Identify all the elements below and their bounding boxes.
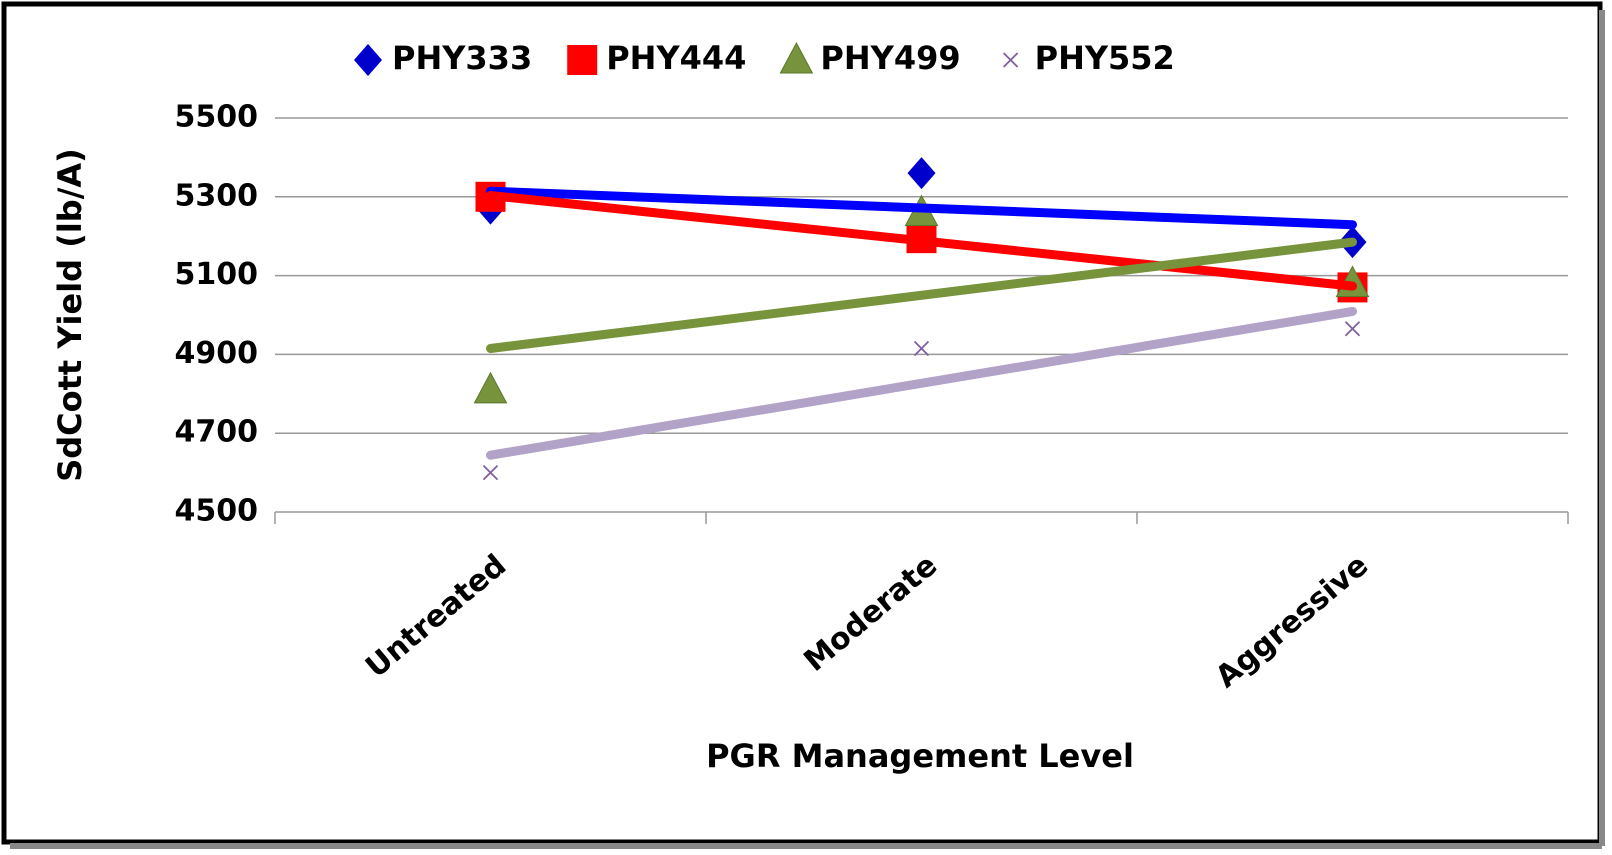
trend-line [486,190,1357,291]
legend-label: PHY552 [1035,39,1175,77]
y-tick-label: 5300 [175,178,259,213]
y-tick-label: 4900 [175,336,259,371]
y-tick-label: 5100 [175,257,259,292]
trend-line [486,306,1357,460]
x-axis-title: PGR Management Level [706,737,1134,775]
y-tick-label: 5500 [175,100,259,135]
y-tick-label: 4500 [175,494,259,529]
marker [482,464,499,481]
marker [907,157,936,190]
trend-line [486,237,1357,353]
marker [1002,52,1019,68]
legend-label: PHY499 [820,39,960,77]
trend-lines [486,186,1357,460]
marker [567,45,598,75]
marker [779,41,814,74]
y-tick-label: 4700 [175,415,259,450]
trend-line [486,186,1357,230]
legend-label: PHY333 [392,39,532,77]
marker [473,371,508,404]
y-axis-title: SdCott Yield (lb/A) [51,148,89,482]
marker [354,44,382,76]
marker [913,340,930,357]
marker [1344,321,1361,337]
legend-label: PHY444 [606,39,746,77]
